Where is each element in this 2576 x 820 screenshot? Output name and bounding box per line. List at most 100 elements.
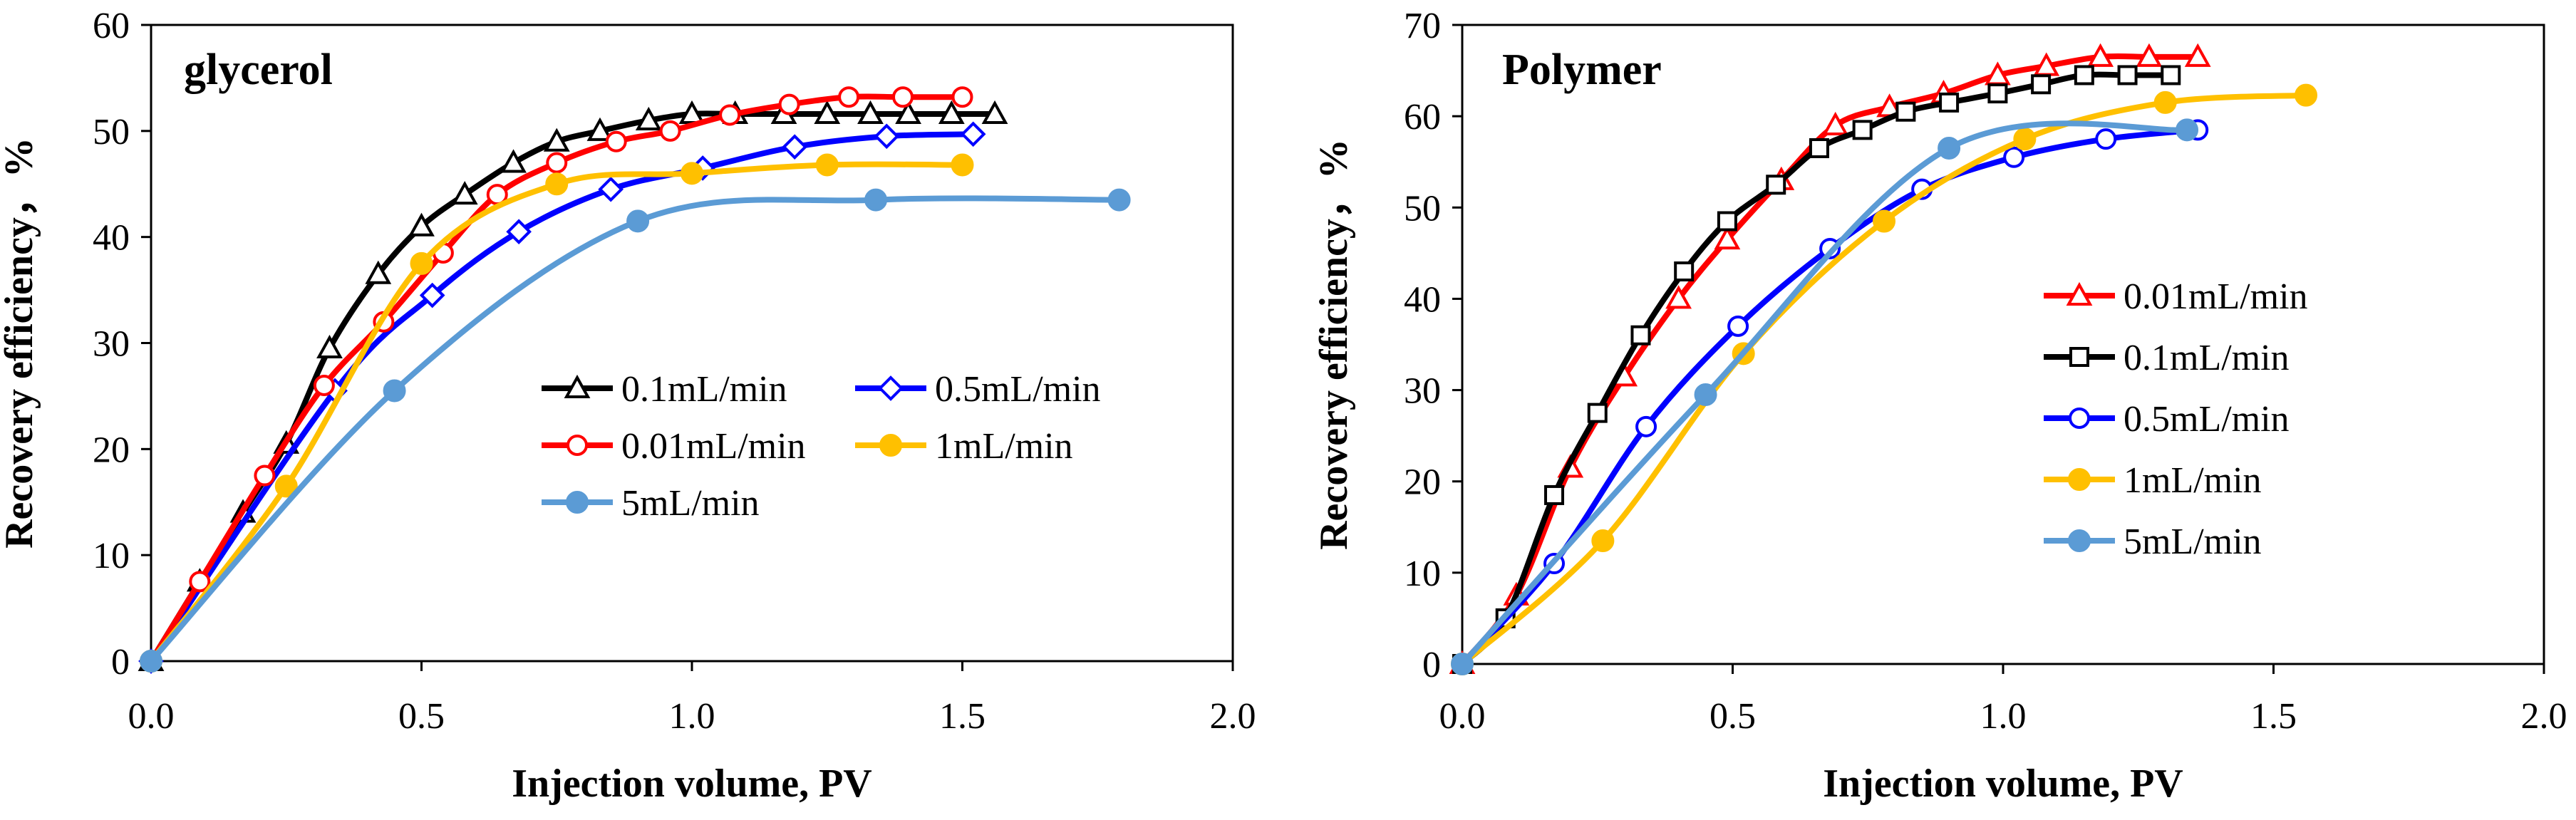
- data-point: [659, 120, 681, 142]
- data-point: [892, 86, 914, 108]
- series-line: [149, 195, 1119, 663]
- panel-title: glycerol: [184, 46, 333, 94]
- y-tick-label: 20: [1404, 462, 1441, 503]
- data-point: [1714, 226, 1741, 250]
- data-point: [1873, 209, 1896, 233]
- x-tick-label: 1.5: [2250, 696, 2297, 737]
- data-point: [1635, 415, 1657, 437]
- data-point: [2153, 90, 2177, 114]
- series-5ml-min: [1451, 118, 2199, 675]
- data-point: [814, 100, 841, 125]
- data-point: [719, 104, 741, 126]
- series-line: [148, 131, 973, 663]
- data-point: [895, 100, 921, 125]
- data-point: [815, 153, 839, 177]
- legend-label: 0.01mL/min: [2124, 276, 2308, 317]
- data-point: [778, 93, 800, 115]
- y-tick-label: 60: [93, 6, 130, 46]
- data-point: [2095, 128, 2117, 150]
- series-line: [1460, 92, 2307, 667]
- series-0-5ml-min: [138, 121, 986, 674]
- legend-item: 5mL/min: [2044, 521, 2262, 562]
- data-point: [1727, 315, 1749, 337]
- y-axis-title: Recovery efficiency，%: [0, 137, 41, 549]
- data-point: [408, 212, 435, 237]
- x-axis: 0.0 0.5 1.0 1.5 2.0: [128, 661, 1256, 737]
- data-point: [365, 260, 392, 284]
- x-tick-label: 2.0: [1210, 696, 1256, 737]
- series-line: [1460, 127, 2198, 666]
- data-point: [864, 188, 888, 212]
- legend-marker: [2068, 529, 2091, 552]
- legend-label: 0.5mL/min: [935, 369, 1101, 410]
- data-point: [838, 86, 860, 108]
- series-1ml-min: [1451, 83, 2318, 675]
- plot-area-frame: [1461, 24, 2545, 665]
- legend-label: 0.5mL/min: [2124, 399, 2290, 440]
- data-point: [857, 100, 884, 125]
- x-tick-label: 2.0: [2521, 696, 2567, 737]
- data-point: [938, 100, 965, 125]
- legend-label: 0.01mL/min: [621, 426, 806, 467]
- x-tick-label: 1.0: [1980, 696, 2027, 737]
- data-point: [140, 650, 162, 673]
- data-point: [1451, 653, 1474, 675]
- x-tick-label: 1.5: [939, 696, 986, 737]
- data-point: [1674, 261, 1695, 281]
- data-point: [2013, 128, 2037, 151]
- legend-marker: [564, 374, 591, 398]
- y-tick-label: 50: [93, 112, 130, 152]
- panel-title: Polymer: [1502, 46, 1662, 94]
- legend-marker: [566, 491, 589, 514]
- chart-panel-1: 0 10 20 30 40 50 60 0.0 0.5 1.0 1.5 2.0 Injection vo…: [0, 6, 1256, 806]
- data-point: [254, 465, 276, 487]
- data-point: [2117, 65, 2138, 85]
- legend-marker: [2069, 408, 2090, 429]
- data-point: [313, 375, 335, 397]
- data-point: [274, 474, 298, 498]
- data-point: [2087, 43, 2114, 67]
- chart-panel-2: 0 10 20 30 40 50 60 70 0.0 0.5 1.0 1.5 2.0 Injection …: [1312, 6, 2567, 806]
- legend-label: 0.1mL/min: [2124, 338, 2290, 378]
- legend-item: 5mL/min: [542, 483, 760, 524]
- data-point: [189, 571, 211, 593]
- legend-label: 5mL/min: [621, 483, 760, 524]
- data-point: [451, 181, 478, 205]
- data-point: [2295, 83, 2318, 107]
- y-tick-label: 60: [1404, 97, 1441, 137]
- data-point: [960, 121, 986, 147]
- data-point: [981, 100, 1008, 125]
- legend-marker: [878, 375, 904, 401]
- series-0-5ml-min: [1452, 119, 2209, 675]
- data-point: [2136, 43, 2163, 67]
- legend-item: 0.01mL/min: [2044, 276, 2308, 317]
- data-point: [1717, 211, 1737, 232]
- series-0-1ml-min: [1452, 65, 2181, 674]
- data-point: [1809, 137, 1829, 158]
- data-point: [419, 282, 445, 308]
- data-point: [605, 130, 627, 152]
- y-axis-title: Recovery efficiency，%: [1312, 139, 1356, 550]
- y-tick-label: 40: [93, 218, 130, 259]
- data-point: [1630, 325, 1651, 346]
- data-point: [546, 152, 568, 174]
- legend-marker: [2068, 468, 2091, 491]
- legend-marker: [2066, 281, 2093, 306]
- y-tick-label: 0: [111, 642, 130, 683]
- data-point: [316, 334, 343, 358]
- data-point: [951, 153, 974, 177]
- legend-marker: [879, 434, 902, 457]
- data-point: [598, 176, 624, 202]
- data-point: [1591, 529, 1615, 553]
- legend: 0.01mL/min 0.1mL/min 0.5mL/min 1mL/min 5mL/m…: [2044, 276, 2308, 562]
- data-point: [2003, 146, 2025, 168]
- data-point: [1987, 83, 2008, 104]
- x-tick-label: 0.0: [128, 696, 175, 737]
- y-tick-label: 30: [1404, 371, 1441, 412]
- x-tick-label: 0.5: [398, 696, 445, 737]
- data-point: [1694, 383, 1717, 406]
- data-point: [951, 86, 973, 108]
- y-tick-label: 10: [1404, 554, 1441, 594]
- x-axis-title: Injection volume, PV: [512, 762, 872, 806]
